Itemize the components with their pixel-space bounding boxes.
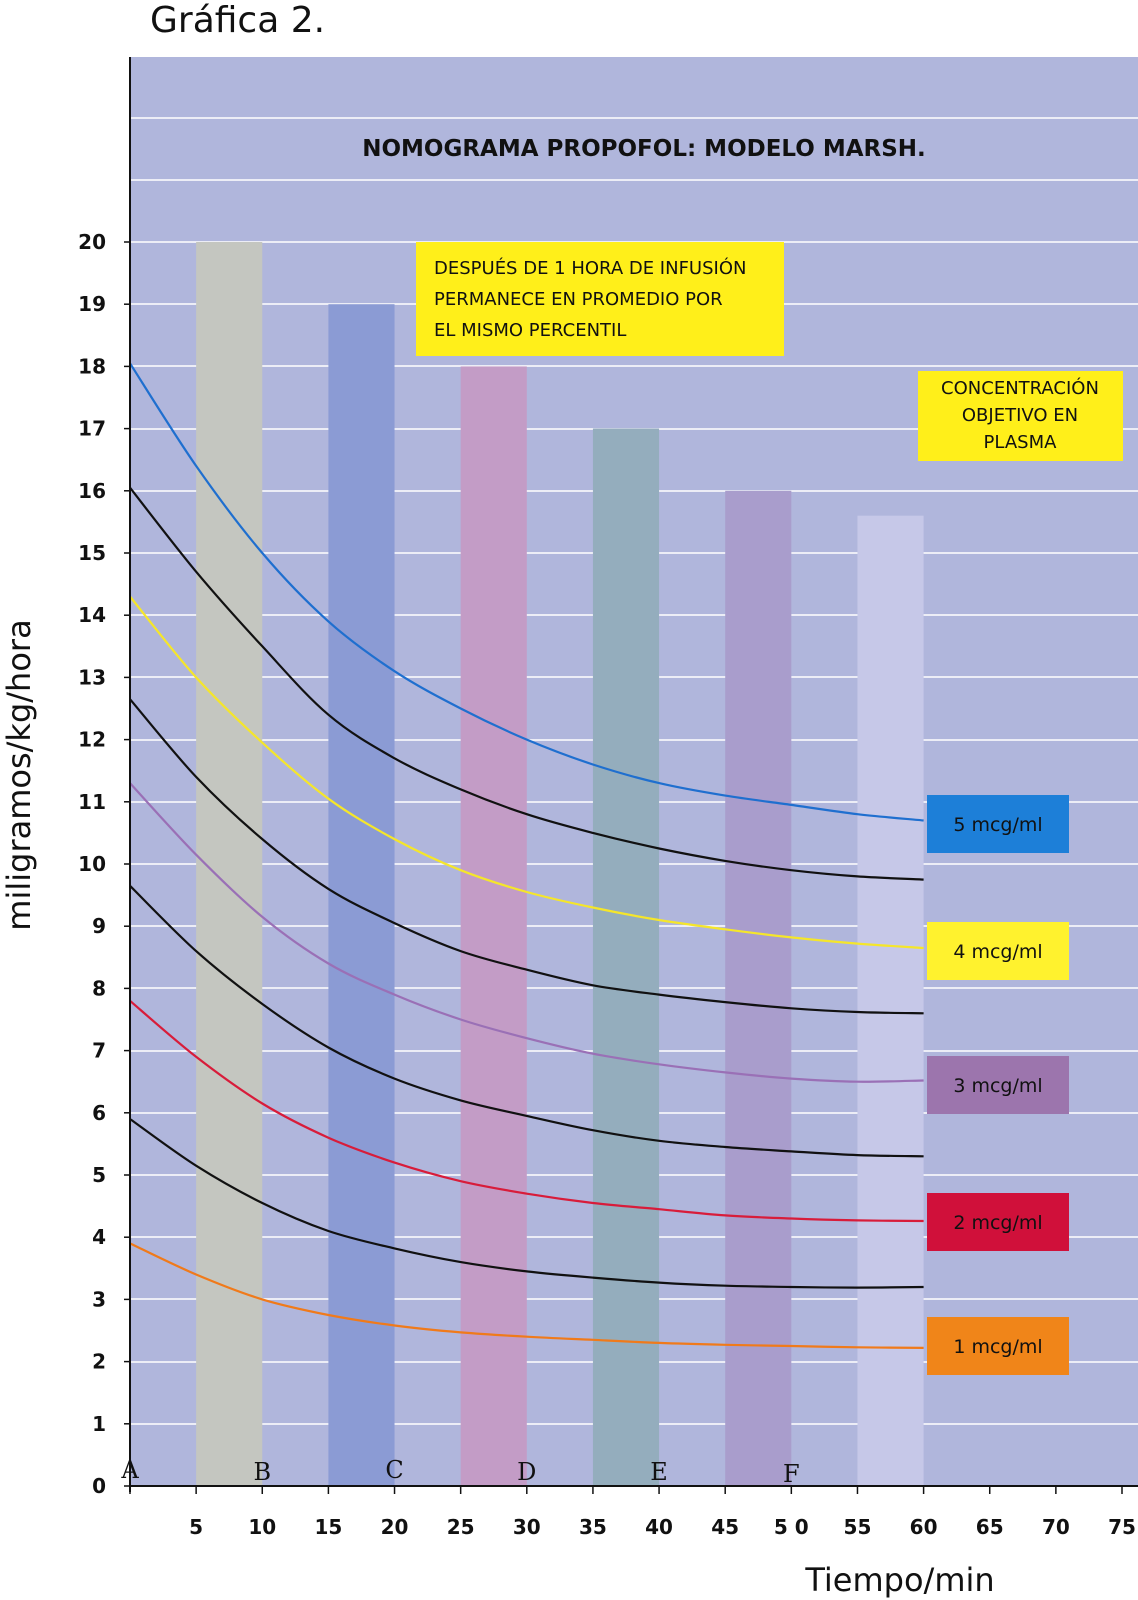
- point-label: E: [650, 1458, 668, 1486]
- y-tick-label: 14: [78, 603, 106, 627]
- legend-label: 2 mcg/ml: [953, 1212, 1042, 1234]
- annotation-text: EL MISMO PERCENTIL: [434, 320, 626, 341]
- y-tick-label: 7: [92, 1039, 106, 1063]
- y-tick-label: 2: [92, 1350, 106, 1374]
- percentile-bands: [196, 242, 924, 1487]
- y-tick-label: 18: [78, 354, 106, 378]
- y-tick-label: 1: [92, 1412, 106, 1436]
- x-tick-label: 20: [381, 1515, 409, 1539]
- legend-swatch: [927, 922, 1069, 980]
- annotation-text: DESPUÉS DE 1 HORA DE INFUSIÓN: [434, 257, 746, 279]
- y-tick-label: 19: [78, 292, 106, 316]
- point-label: A: [120, 1456, 139, 1484]
- x-tick-label: 5: [189, 1515, 203, 1539]
- annotation-box: [416, 242, 784, 356]
- legend-label: 3 mcg/ml: [953, 1075, 1042, 1097]
- point-label: C: [385, 1456, 403, 1484]
- x-tick-label: 10: [248, 1515, 276, 1539]
- y-tick-label: 17: [78, 417, 106, 441]
- y-tick-label: 16: [78, 479, 106, 503]
- y-tick-label: 12: [78, 728, 106, 752]
- x-tick-label: 35: [579, 1515, 607, 1539]
- annotations: DESPUÉS DE 1 HORA DE INFUSIÓN PERMANECE E…: [416, 242, 1123, 461]
- y-tick-label: 20: [78, 230, 106, 254]
- percentile-band: [460, 366, 527, 1486]
- x-tick-label: 40: [645, 1515, 673, 1539]
- series-line-intermediate: [129, 1118, 924, 1289]
- annotation-text: CONCENTRACIÓN: [941, 377, 1099, 399]
- y-tick-label: 9: [92, 914, 106, 938]
- y-tick-label: 0: [92, 1474, 106, 1498]
- x-tick-label: 45: [711, 1515, 739, 1539]
- y-tick-label: 4: [92, 1225, 106, 1249]
- legend-label: 1 mcg/ml: [953, 1336, 1042, 1358]
- series-line-intermediate: [129, 487, 924, 881]
- x-axis-title: Tiempo/min: [804, 1561, 994, 1599]
- figure-title: Gráfica 2.: [150, 0, 325, 41]
- annotation-text: PLASMA: [984, 432, 1058, 453]
- percentile-band: [592, 428, 660, 1487]
- point-label: D: [517, 1458, 536, 1486]
- chart-title: NOMOGRAMA PROPOFOL: MODELO MARSH.: [362, 136, 926, 162]
- legend-swatch: [927, 1193, 1069, 1251]
- legend-swatch: [927, 795, 1069, 853]
- annotation-text: PERMANECE EN PROMEDIO POR: [434, 289, 723, 310]
- y-tick-label: 13: [78, 665, 106, 689]
- y-tick-label: 11: [78, 790, 106, 814]
- series-line-1-mcg-ml: [129, 1242, 924, 1349]
- series-line-5-mcg-ml: [129, 362, 924, 822]
- x-tick-label: 70: [1042, 1515, 1070, 1539]
- legend-swatch: [927, 1056, 1069, 1114]
- x-tick-label: 55: [844, 1515, 872, 1539]
- y-tick-label: 5: [92, 1163, 106, 1187]
- y-axis-title: miligramos/kg/hora: [0, 619, 38, 930]
- series-line-2-mcg-ml: [129, 999, 924, 1223]
- point-label: B: [253, 1458, 271, 1486]
- legend: 5 mcg/ml 4 mcg/ml 3 mcg/ml 2 mcg/ml 1 mcg/ml: [927, 795, 1069, 1375]
- series-line-intermediate: [129, 698, 924, 1015]
- series-lines: [129, 362, 924, 1349]
- series-line-3-mcg-ml: [129, 782, 924, 1083]
- x-tick-label: 75: [1108, 1515, 1136, 1539]
- y-tick-label: 8: [92, 976, 106, 1000]
- x-tick-label: 65: [976, 1515, 1004, 1539]
- series-line-4-mcg-ml: [129, 595, 924, 950]
- x-tick-label: 15: [314, 1515, 342, 1539]
- annotation-box: [918, 371, 1123, 461]
- legend-label: 5 mcg/ml: [953, 814, 1042, 836]
- x-tick-label: 30: [513, 1515, 541, 1539]
- y-tick-label: 6: [92, 1101, 106, 1125]
- y-tick-label: 10: [78, 852, 106, 876]
- annotation-text: OBJETIVO EN: [962, 405, 1078, 426]
- percentile-band: [857, 515, 924, 1486]
- x-tick-label: 60: [910, 1515, 938, 1539]
- point-label: F: [783, 1460, 800, 1488]
- percentile-band: [725, 490, 792, 1486]
- y-tick-label: 3: [92, 1287, 106, 1311]
- point-labels: A B C D E F: [120, 1456, 799, 1488]
- series-line-intermediate: [129, 885, 924, 1158]
- legend-swatch: [927, 1317, 1069, 1375]
- x-tick-label: 5 0: [774, 1515, 809, 1539]
- x-tick-label: 25: [447, 1515, 475, 1539]
- y-tick-label: 15: [78, 541, 106, 565]
- legend-label: 4 mcg/ml: [953, 941, 1042, 963]
